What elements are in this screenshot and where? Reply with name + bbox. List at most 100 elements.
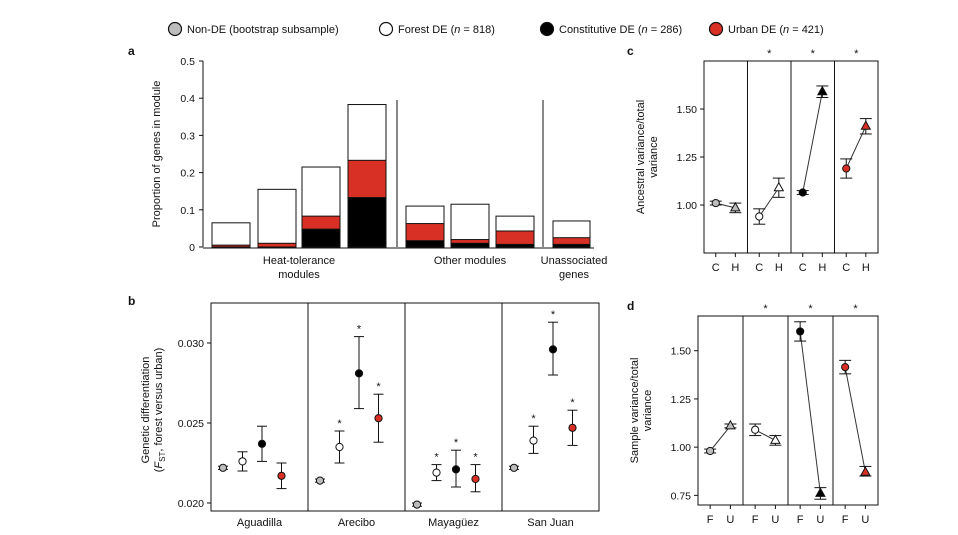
facet-frame — [703, 60, 748, 254]
data-point — [509, 463, 519, 472]
bar-constitutive — [405, 240, 445, 248]
bar — [301, 166, 341, 248]
group-label: Heat-tolerance — [263, 255, 335, 267]
data-point — [816, 85, 829, 98]
point-marker — [770, 434, 781, 444]
y-axis-label: Proportion of genes in module — [151, 81, 163, 228]
connector-line — [845, 126, 867, 169]
significance-star: * — [337, 418, 342, 430]
significance-star: * — [531, 413, 536, 425]
significance-star: * — [376, 381, 381, 393]
data-point — [749, 423, 762, 437]
group-label: modules — [278, 269, 320, 281]
x-tick-label: U — [771, 514, 779, 526]
y-axis-label: Sample variance/total variance — [629, 358, 654, 464]
data-point — [315, 476, 325, 485]
data-point — [704, 446, 717, 456]
y-axis-label-line: variance — [648, 136, 660, 178]
point-marker — [335, 442, 344, 452]
legend-item: Constitutive DE (n = 286) — [539, 21, 682, 37]
group-label: genes — [559, 269, 589, 281]
y-tick-label: 0.020 — [178, 498, 204, 510]
y-tick-label: 1.50 — [677, 104, 698, 116]
bar — [211, 222, 251, 248]
y-axis-label-line: Sample variance/total — [629, 358, 641, 464]
y-axis-label: Genetic differentiation(FST, forest vers… — [140, 348, 167, 473]
bar — [405, 205, 445, 248]
data-point — [839, 359, 852, 375]
data-point: * — [451, 437, 461, 488]
data-point — [729, 201, 742, 214]
bar-constitutive — [552, 243, 591, 248]
legend-label: Non-DE (bootstrap subsample) — [187, 24, 339, 36]
data-point: * — [528, 413, 539, 454]
point-marker — [725, 419, 736, 430]
bar — [347, 104, 387, 248]
point-marker — [432, 468, 441, 477]
x-tick-label: U — [726, 514, 734, 526]
facet: F U * — [832, 303, 879, 526]
x-group-label: Aguadilla — [237, 517, 283, 529]
point-marker — [860, 120, 872, 130]
point-marker — [548, 345, 558, 354]
data-point — [753, 208, 766, 225]
point-marker — [277, 471, 286, 480]
significance-star: * — [763, 303, 768, 315]
point-marker — [842, 164, 851, 173]
point-marker — [729, 201, 741, 212]
point-marker — [529, 436, 538, 445]
panel-d: d 0.75 1.00 1.25 1.50 Sample variance/total va… — [627, 299, 879, 526]
point-marker — [796, 327, 805, 336]
y-axis-label: Ancestral variance/total variance — [635, 100, 660, 214]
bar-constitutive — [347, 197, 387, 248]
legend-item: Non-DE (bootstrap subsample) — [167, 21, 339, 37]
legend: Non-DE (bootstrap subsample) Forest DE (n… — [167, 21, 824, 37]
facet: C H * — [834, 48, 879, 274]
data-point — [772, 177, 785, 198]
point-marker — [471, 474, 480, 484]
x-tick-label: F — [842, 514, 849, 526]
legend-swatch — [708, 21, 724, 37]
significance-star: * — [808, 303, 813, 315]
legend-swatch — [539, 21, 555, 37]
data-point — [218, 463, 228, 472]
data-point: * — [567, 397, 578, 446]
y-tick-label: 0.030 — [178, 338, 204, 350]
significance-star: * — [551, 309, 556, 321]
bar — [552, 220, 591, 248]
facet-frame — [790, 60, 835, 254]
facet-frame — [697, 315, 744, 506]
x-tick-label: H — [731, 262, 739, 274]
bar-urban — [257, 242, 297, 248]
y-axis-label-line: Genetic differentiation — [140, 357, 152, 464]
x-tick-label: H — [818, 262, 826, 274]
significance-star: * — [853, 303, 858, 315]
y-axis-label-line: Ancestral variance/total — [635, 100, 647, 214]
bar-urban — [211, 244, 251, 248]
bar-constitutive — [450, 242, 490, 248]
point-marker — [315, 476, 325, 485]
data-point: * — [548, 309, 558, 376]
connector-line — [709, 425, 731, 452]
x-tick-label: C — [712, 262, 720, 274]
significance-star: * — [454, 437, 459, 449]
group-label: Unassociated — [541, 255, 608, 267]
data-point — [412, 500, 422, 509]
panel-c: c 1.00 1.25 1.50 Ancestral variance/total var… — [627, 44, 879, 274]
data-point — [237, 451, 248, 472]
legend-item: Forest DE (n = 818) — [378, 21, 495, 37]
panel-label: a — [128, 44, 135, 58]
point-marker — [568, 423, 577, 432]
x-tick-label: U — [816, 514, 824, 526]
connector-line — [844, 367, 866, 473]
data-point — [769, 434, 782, 446]
y-tick-label: 0.2 — [180, 168, 195, 180]
y-tick-label: 0 — [189, 242, 195, 254]
x-tick-label: F — [752, 514, 759, 526]
point-marker — [374, 414, 383, 423]
y-tick-label: 0.4 — [180, 93, 195, 105]
data-point — [794, 321, 807, 342]
y-tick-label: 0.5 — [180, 56, 195, 68]
data-point — [724, 419, 737, 430]
